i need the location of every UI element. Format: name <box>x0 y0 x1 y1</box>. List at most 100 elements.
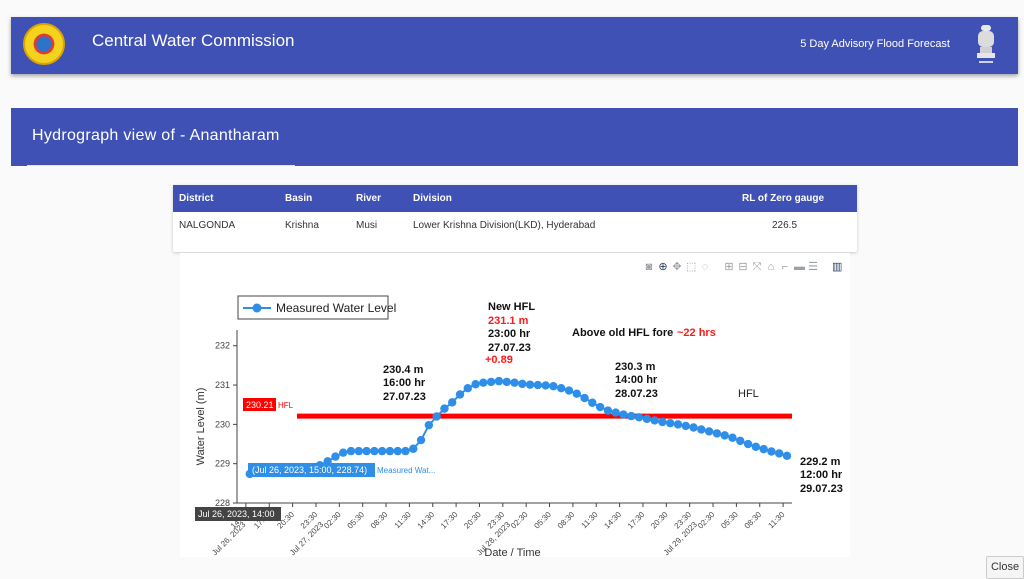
data-point <box>549 382 558 391</box>
lasso-icon[interactable]: ◌ <box>701 261 709 273</box>
y-axis-title: Water Level (m) <box>195 388 207 466</box>
data-point <box>736 436 745 446</box>
x-tick-label: 11:30 <box>393 510 413 530</box>
hfl-hover-label: HFL <box>278 401 294 410</box>
new-hfl-value: 231.1 m <box>488 315 529 327</box>
data-point <box>346 446 356 456</box>
advisory-forecast-link[interactable]: 5 Day Advisory Flood Forecast <box>800 38 950 50</box>
hfl-hover-value: 230.21 <box>246 400 274 410</box>
col-river: River <box>350 185 407 212</box>
data-point <box>370 446 379 456</box>
data-point <box>681 421 690 431</box>
zoom-icon[interactable]: ⊕ <box>658 261 668 273</box>
plotly-logo-icon[interactable]: ▥ <box>832 261 843 273</box>
col-division: Division <box>407 185 736 212</box>
data-point <box>471 380 480 389</box>
new-hfl-title: New HFL <box>488 301 535 313</box>
point-hover-series: Measured Wat... <box>377 466 435 475</box>
data-point <box>486 377 496 387</box>
col-district: District <box>173 185 279 212</box>
data-point <box>572 389 581 398</box>
x-tick-label: 14:30 <box>602 510 623 531</box>
data-point <box>666 418 675 428</box>
cell-rl-zero-gauge: 226.5 <box>772 219 798 231</box>
app-title: Central Water Commission <box>92 31 295 50</box>
data-point <box>743 439 753 449</box>
data-point <box>518 379 527 389</box>
x-tick-label: 02:30 <box>509 510 530 531</box>
zoom-in-icon[interactable]: ⊞ <box>724 261 734 273</box>
data-point <box>424 420 434 430</box>
data-point <box>712 429 722 438</box>
y-tick-label: 231 <box>215 380 230 390</box>
data-point <box>689 423 698 432</box>
x-tick-label: 20:30 <box>462 510 483 531</box>
cell-district: NALGONDA <box>179 219 236 231</box>
y-tick-label: 230 <box>215 419 230 429</box>
close-button[interactable]: Close <box>986 556 1024 579</box>
data-point <box>564 386 574 395</box>
legend-marker <box>252 303 262 313</box>
data-point <box>619 410 628 419</box>
x-tick-label: 05:30 <box>346 510 367 531</box>
x-tick-label: 05:30 <box>719 510 740 531</box>
hfl-line-label: HFL <box>738 388 759 400</box>
data-point <box>463 383 472 393</box>
data-point <box>611 408 620 417</box>
table-row: NALGONDA Krishna Musi Lower Krishna Divi… <box>173 212 857 238</box>
fall-annotation-value: 230.3 m <box>615 361 656 373</box>
data-point <box>525 380 535 389</box>
hydrograph-chart: ◙ ⊕ ✥ ⬚ ◌ ⊞ ⊟ ⤧ ⌂ ⌐ ▬ ☰ ▥ 228 229 230 231 232 Water Level… <box>180 253 850 559</box>
legend-box <box>237 295 389 320</box>
data-point <box>385 446 395 456</box>
above-old-hfl-hours: ~22 hrs <box>677 327 716 339</box>
x-spike-label: Jul 26, 2023, 14:00 <box>198 509 275 519</box>
data-point <box>401 446 410 456</box>
data-point <box>494 376 504 386</box>
data-point <box>720 431 729 440</box>
zoom-out-icon[interactable]: ⊟ <box>738 261 748 273</box>
data-point <box>580 393 589 403</box>
data-point <box>751 442 761 451</box>
data-point <box>627 411 636 421</box>
hydrograph-panel-header: Hydrograph view of - Anantharam <box>11 108 1018 166</box>
x-tick-label: 11:30 <box>766 510 786 530</box>
fall-annotation-time: 14:00 hr <box>615 374 658 386</box>
data-point <box>658 417 667 427</box>
data-point <box>510 378 519 387</box>
box-select-icon[interactable]: ⬚ <box>686 261 697 273</box>
data-point <box>432 412 441 421</box>
data-point <box>440 404 449 413</box>
x-axis-title: Date / Time <box>484 547 540 557</box>
spike-lines-icon[interactable]: ⌐ <box>781 261 789 273</box>
camera-icon[interactable]: ◙ <box>645 261 653 273</box>
col-rl-zero-gauge: RL of Zero gauge <box>736 185 857 212</box>
data-point <box>533 380 543 390</box>
cell-river: Musi <box>356 219 378 231</box>
data-point <box>416 435 426 445</box>
last-annotation-value: 229.2 m <box>800 456 841 468</box>
x-tick-label: 17:30 <box>626 510 647 531</box>
autoscale-icon[interactable]: ⤧ <box>752 261 762 273</box>
pan-icon[interactable]: ✥ <box>672 261 682 273</box>
data-point <box>767 447 776 456</box>
reset-axes-icon[interactable]: ⌂ <box>767 261 775 273</box>
hover-closest-icon[interactable]: ▬ <box>794 261 805 273</box>
data-point <box>393 446 402 456</box>
legend-label: Measured Water Level <box>276 301 396 315</box>
data-point <box>502 377 511 387</box>
hover-compare-icon[interactable]: ☰ <box>808 261 818 273</box>
data-point <box>448 398 457 407</box>
x-tick-label: 14:30 <box>416 510 437 531</box>
rise-annotation-time: 16:00 hr <box>383 377 426 389</box>
rise-annotation-value: 230.4 m <box>383 364 424 376</box>
station-info-table: District Basin River Division RL of Zero… <box>173 185 857 238</box>
x-tick-label: 08:30 <box>369 510 390 531</box>
data-point <box>697 425 706 434</box>
data-point <box>362 446 371 456</box>
station-info-card: District Basin River Division RL of Zero… <box>173 185 857 252</box>
x-tick-label: 17:30 <box>439 510 460 531</box>
y-tick-label: 228 <box>215 498 230 508</box>
data-point <box>354 446 363 456</box>
